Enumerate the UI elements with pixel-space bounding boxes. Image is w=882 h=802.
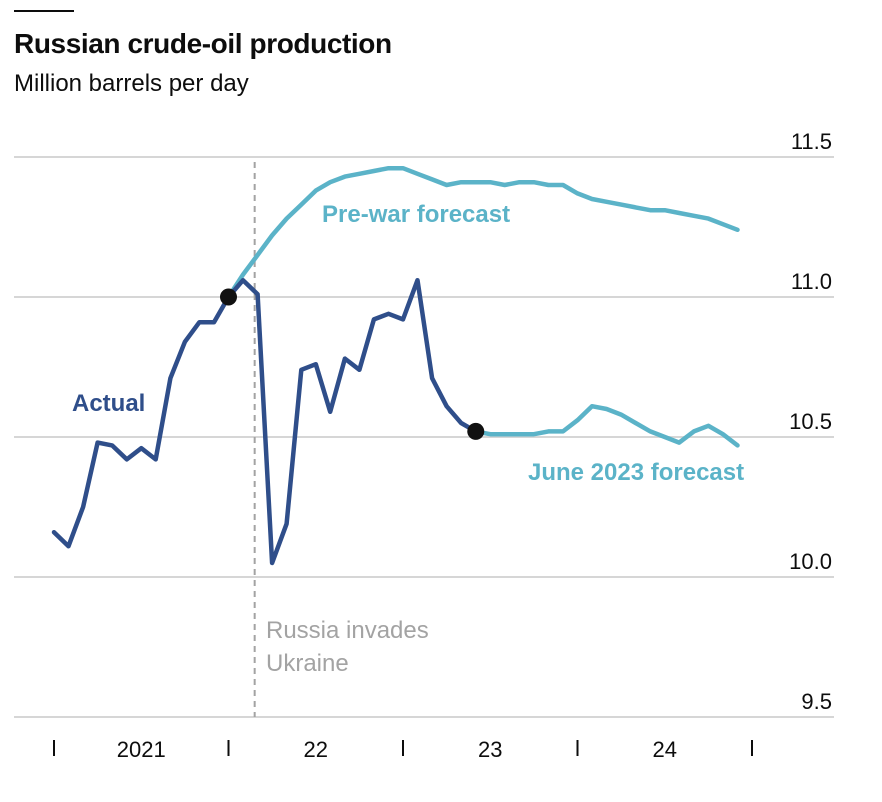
series-label-june-2023-forecast: June 2023 forecast (528, 459, 744, 486)
series-label-pre-war-forecast: Pre-war forecast (322, 201, 510, 228)
x-tick-label: 22 (304, 737, 328, 762)
x-tick-label: 2021 (117, 737, 166, 762)
y-tick-label: 10.0 (789, 549, 832, 574)
gridlines (14, 156, 834, 718)
y-tick-labels: 9.5 10.0 10.5 11.0 11.5 (789, 129, 832, 714)
series-markers (220, 288, 485, 440)
x-tick-label: 24 (653, 737, 677, 762)
series-lines (51, 165, 740, 566)
series-marker-dot (467, 422, 485, 440)
series-line-june-2023-forecast (473, 403, 740, 448)
series-label-actual: Actual (72, 390, 145, 417)
invasion-label-line1: Russia invades (266, 617, 429, 644)
top-rule (14, 10, 74, 12)
y-tick-label: 9.5 (801, 689, 832, 714)
invasion-label-line2: Ukraine (266, 650, 349, 677)
x-tick-label: 23 (478, 737, 502, 762)
series-line-actual (51, 277, 479, 566)
x-tick-marks (53, 740, 753, 756)
x-tick-labels: 2021 22 23 24 (117, 737, 677, 762)
y-tick-label: 11.5 (791, 129, 832, 154)
event-marker: Russia invades Ukraine (253, 162, 429, 717)
series-marker-dot (220, 288, 237, 306)
y-tick-label: 10.5 (789, 409, 832, 434)
y-tick-label: 11.0 (791, 269, 832, 294)
chart-subtitle: Million barrels per day (14, 70, 249, 97)
series-line-pre-war-forecast (226, 165, 740, 300)
chart-title: Russian crude-oil production (14, 28, 392, 59)
